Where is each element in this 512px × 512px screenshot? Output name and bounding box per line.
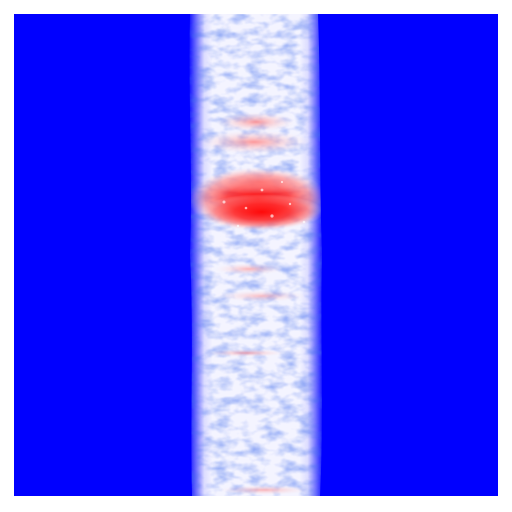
turbulence-field-plot [14, 14, 498, 496]
central-band [189, 14, 322, 496]
